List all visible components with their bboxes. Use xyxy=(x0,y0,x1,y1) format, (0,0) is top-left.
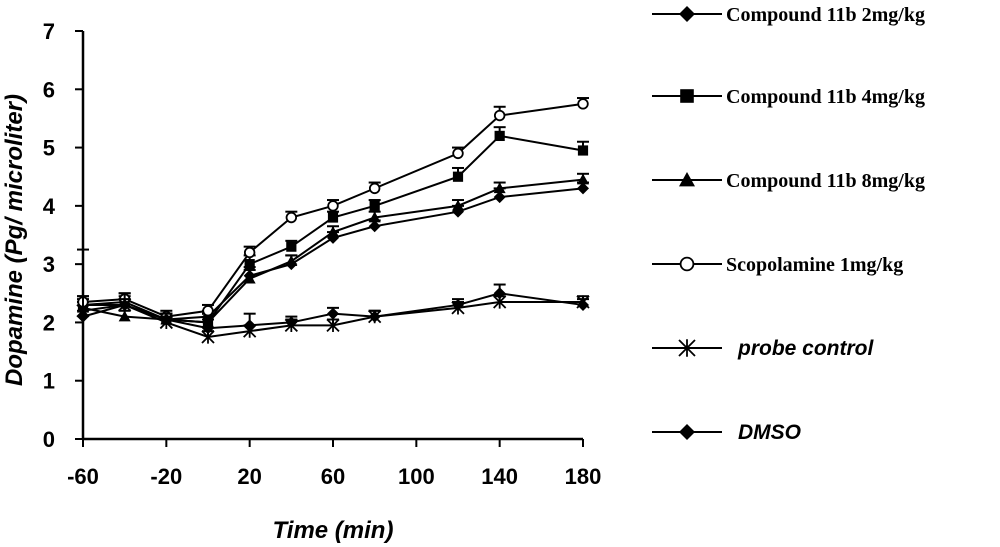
data-point xyxy=(243,319,256,332)
data-point xyxy=(577,182,589,195)
x-tick-label: 60 xyxy=(321,464,345,489)
data-point xyxy=(118,298,131,311)
x-tick-label: 140 xyxy=(481,464,518,489)
data-point xyxy=(452,147,464,160)
legend-marker xyxy=(679,424,695,440)
legend-item: Compound 11b 8mg/kg xyxy=(652,170,925,192)
legend-item: Compound 11b 2mg/kg xyxy=(652,4,925,26)
series xyxy=(77,283,589,335)
data-point xyxy=(494,130,505,142)
y-tick-label: 4 xyxy=(43,194,56,219)
data-point xyxy=(368,182,381,195)
data-point xyxy=(286,241,297,252)
y-tick-label: 7 xyxy=(43,19,55,44)
data-point xyxy=(452,298,464,311)
y-tick-label: 1 xyxy=(43,369,55,394)
data-point xyxy=(327,307,339,320)
data-point xyxy=(493,287,506,300)
y-tick-label: 2 xyxy=(43,310,55,335)
x-tick-label: 20 xyxy=(237,464,261,489)
legend-label: DMSO xyxy=(738,421,801,444)
x-tick-label: -60 xyxy=(67,464,99,489)
data-point xyxy=(243,272,256,284)
legend-marker xyxy=(679,172,695,187)
data-point xyxy=(452,171,464,182)
y-tick-label: 3 xyxy=(43,252,55,277)
legend: Compound 11b 2mg/kg Compound 11b 4mg/kg Co… xyxy=(652,4,925,444)
data-point xyxy=(452,199,464,211)
x-axis-title: Time (min) xyxy=(273,517,394,544)
legend-item: probe control xyxy=(652,337,874,360)
data-point xyxy=(326,318,340,332)
data-point xyxy=(493,191,506,204)
data-point xyxy=(577,298,589,311)
series xyxy=(76,248,590,344)
x-tick-label: 180 xyxy=(565,464,602,489)
legend-marker xyxy=(679,256,695,272)
data-point xyxy=(244,259,255,270)
x-ticks: -60 -20 20 60 100 140 180 xyxy=(67,439,601,489)
legend-marker xyxy=(679,6,695,22)
y-tick-label: 6 xyxy=(43,77,55,102)
series-layer xyxy=(76,97,590,344)
legend-label: Compound 11b 8mg/kg xyxy=(726,170,925,192)
legend-marker xyxy=(678,339,696,357)
data-point xyxy=(160,313,173,326)
data-point xyxy=(493,109,506,122)
data-point xyxy=(77,310,89,323)
data-point xyxy=(577,173,589,185)
legend-label: Scopolamine 1mg/kg xyxy=(726,254,903,276)
data-point xyxy=(118,310,131,322)
data-point xyxy=(285,255,298,267)
y-tick-label: 0 xyxy=(43,427,55,452)
data-point xyxy=(577,145,589,156)
data-point xyxy=(327,212,339,223)
legend-label: Compound 11b 2mg/kg xyxy=(726,4,925,26)
y-axis-title: Dopamine (Pg/ microliter) xyxy=(1,94,28,386)
series xyxy=(77,97,589,323)
data-point xyxy=(243,246,256,259)
data-point xyxy=(369,200,380,211)
legend-marker xyxy=(680,89,694,103)
data-point xyxy=(577,98,589,110)
data-point xyxy=(327,226,339,237)
data-point xyxy=(285,211,298,224)
x-tick-label: 100 xyxy=(398,464,435,489)
data-point xyxy=(285,316,298,329)
data-point xyxy=(202,305,214,317)
plot-area: 0 1 2 3 4 5 6 7 -60 -20 20 60 100 140 180 xyxy=(43,19,602,489)
data-point xyxy=(368,220,381,233)
x-tick-label: -20 xyxy=(150,464,182,489)
y-ticks: 0 1 2 3 4 5 6 7 xyxy=(43,19,83,452)
legend-label: Compound 11b 4mg/kg xyxy=(726,86,925,108)
data-point xyxy=(368,310,381,323)
legend-item: Compound 11b 4mg/kg xyxy=(652,86,925,108)
y-tick-label: 5 xyxy=(43,136,55,161)
data-point xyxy=(202,322,214,335)
data-point xyxy=(327,200,339,212)
legend-item: DMSO xyxy=(652,421,801,444)
legend-item: Scopolamine 1mg/kg xyxy=(652,254,903,276)
data-point xyxy=(493,182,506,194)
data-point xyxy=(368,211,381,223)
legend-label: probe control xyxy=(737,337,874,360)
